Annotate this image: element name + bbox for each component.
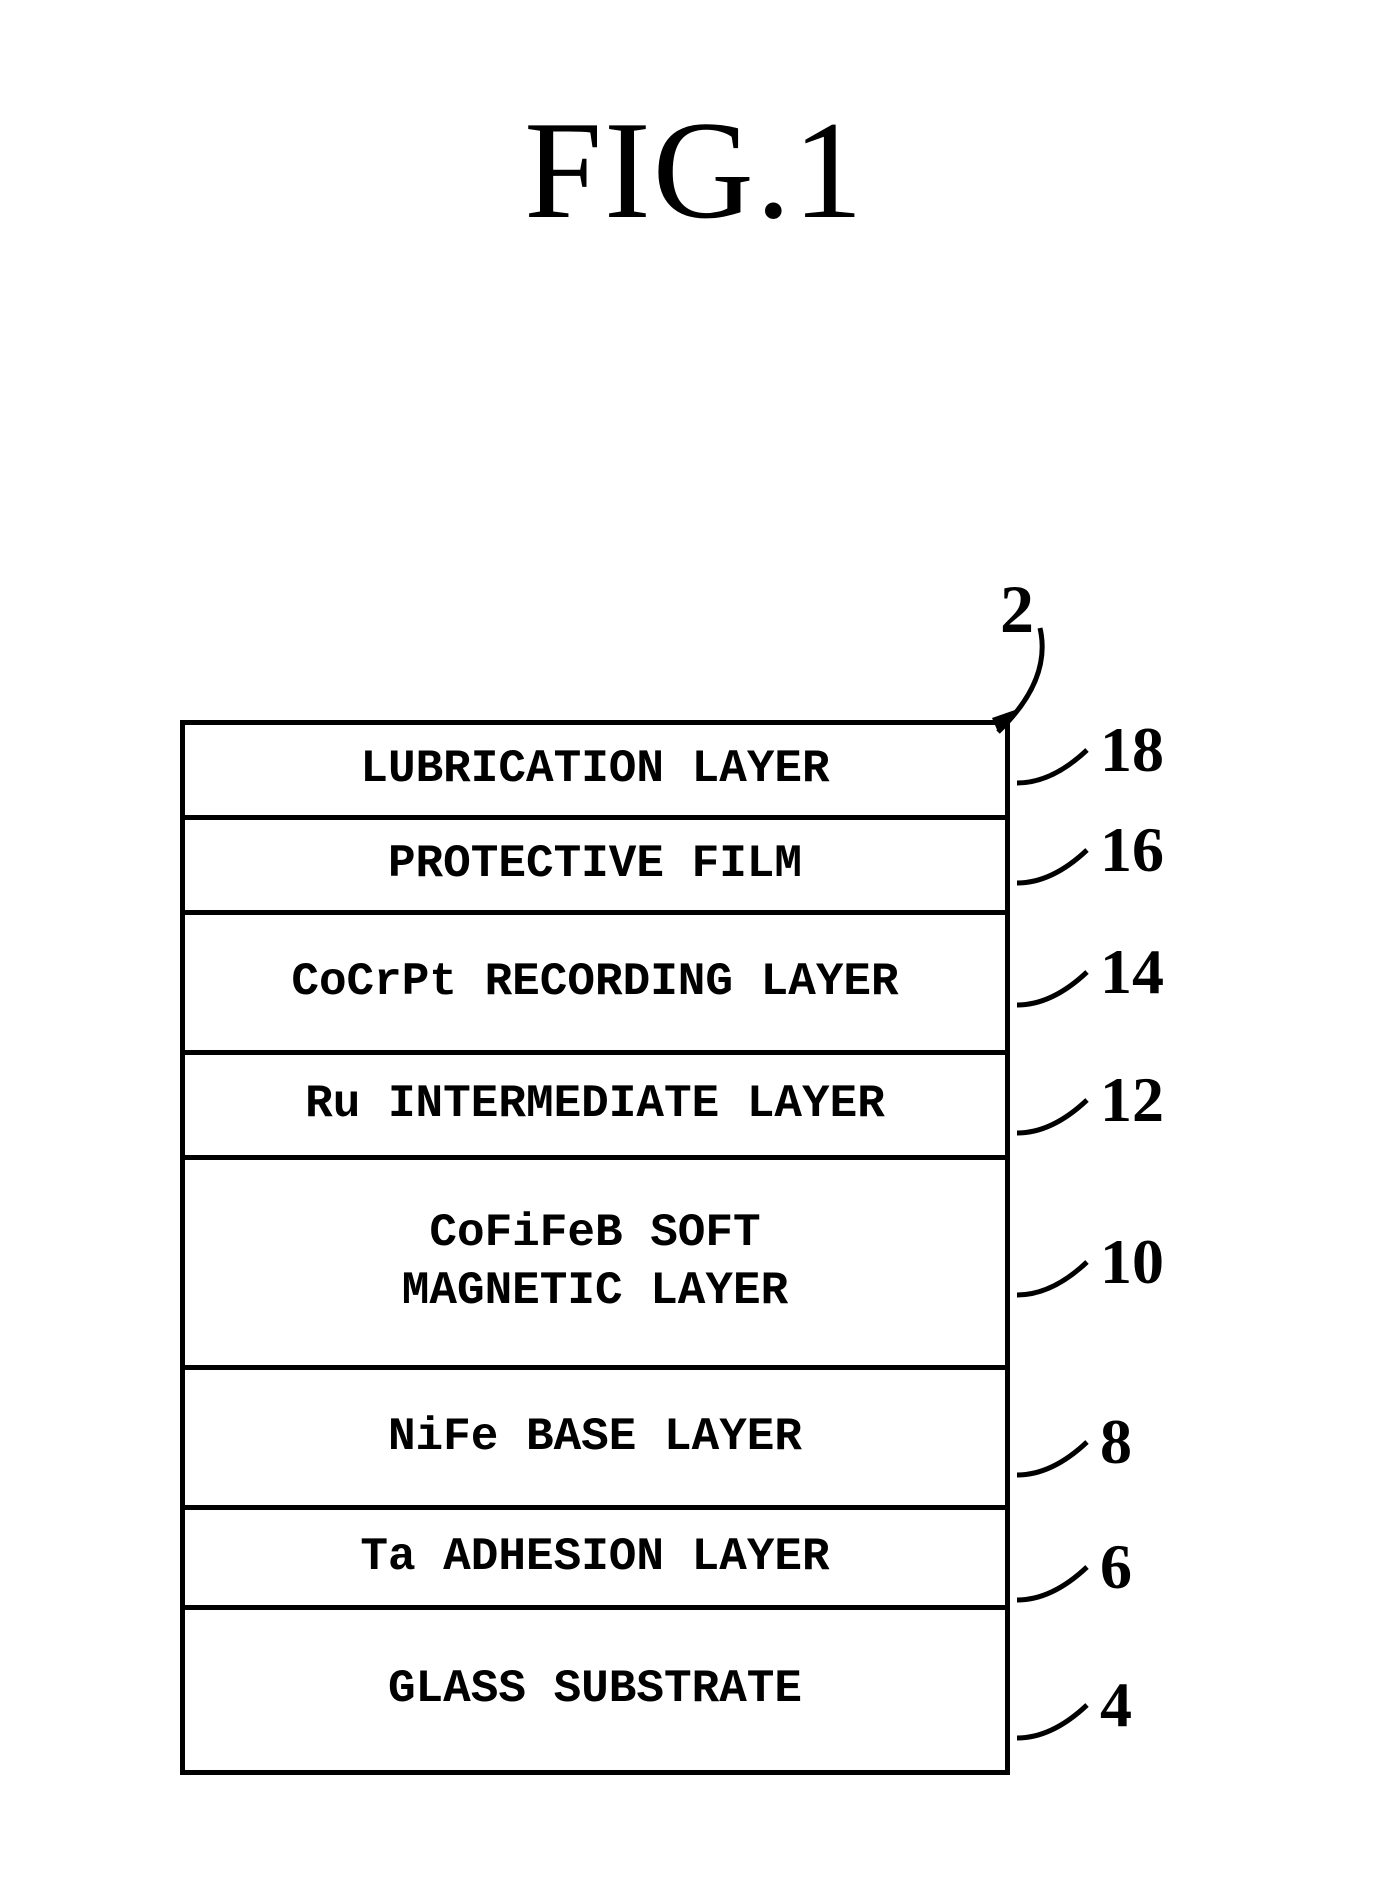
reference-number-base: 8 xyxy=(1100,1405,1132,1479)
reference-number-lubrication: 18 xyxy=(1100,713,1164,787)
reference-number-soft-magnetic: 10 xyxy=(1100,1225,1164,1299)
layer-soft-magnetic: CoFiFeB SOFTMAGNETIC LAYER xyxy=(185,1160,1005,1370)
layer-label: PROTECTIVE FILM xyxy=(388,836,802,894)
reference-number-protective: 16 xyxy=(1100,813,1164,887)
reference-number-intermediate: 12 xyxy=(1100,1063,1164,1137)
reference-number-adhesion: 6 xyxy=(1100,1530,1132,1604)
layer-label: Ru INTERMEDIATE LAYER xyxy=(305,1076,885,1134)
layer-base: NiFe BASE LAYER xyxy=(185,1370,1005,1510)
layer-label: CoFiFeB SOFTMAGNETIC LAYER xyxy=(402,1205,788,1320)
layer-adhesion: Ta ADHESION LAYER xyxy=(185,1510,1005,1610)
layer-label: Ta ADHESION LAYER xyxy=(360,1529,829,1587)
layer-label: GLASS SUBSTRATE xyxy=(388,1661,802,1719)
layer-stack: LUBRICATION LAYER PROTECTIVE FILM CoCrPt R… xyxy=(180,720,1010,1775)
reference-number-substrate: 4 xyxy=(1100,1668,1132,1742)
layer-label: NiFe BASE LAYER xyxy=(388,1409,802,1467)
layer-label: LUBRICATION LAYER xyxy=(360,741,829,799)
layer-protective: PROTECTIVE FILM xyxy=(185,820,1005,915)
layer-recording: CoCrPt RECORDING LAYER xyxy=(185,915,1005,1055)
reference-number-recording: 14 xyxy=(1100,935,1164,1009)
layer-label: CoCrPt RECORDING LAYER xyxy=(291,954,898,1012)
figure-title: FIG.1 xyxy=(524,90,865,251)
layer-substrate: GLASS SUBSTRATE xyxy=(185,1610,1005,1775)
layer-intermediate: Ru INTERMEDIATE LAYER xyxy=(185,1055,1005,1160)
layer-lubrication: LUBRICATION LAYER xyxy=(185,725,1005,820)
